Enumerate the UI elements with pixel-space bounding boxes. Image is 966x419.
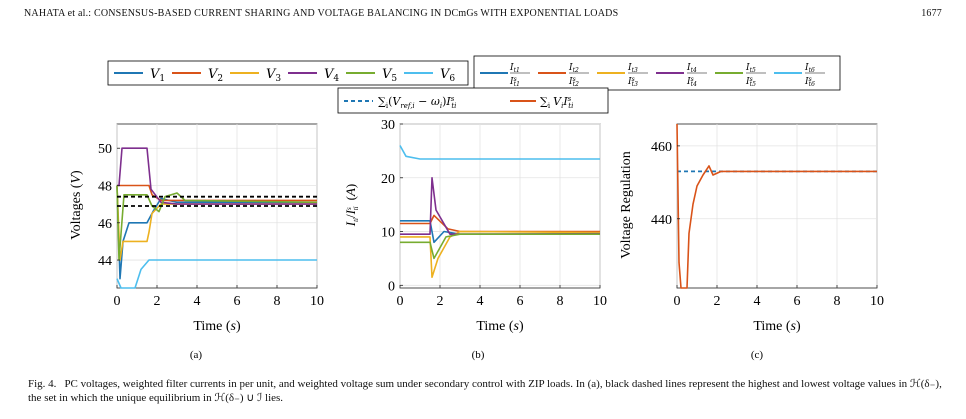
panel-label-a: (a) bbox=[190, 349, 203, 361]
ylabel-c: Voltage Regulation bbox=[619, 151, 634, 258]
legend-label-it4: It4 bbox=[686, 63, 697, 74]
tick-label-y: 48 bbox=[98, 180, 112, 195]
page-number: 1677 bbox=[921, 8, 942, 19]
series-it6-ist6 bbox=[399, 145, 600, 160]
legend-label-ref: ∑i(Vref,i − ωi)Is ti bbox=[378, 95, 456, 110]
series-it4-ist4 bbox=[400, 177, 601, 235]
tick-label-x: 0 bbox=[674, 294, 681, 309]
ylabel-b: Iti/Isti(A) bbox=[343, 184, 360, 227]
tick-label-x: 0 bbox=[114, 294, 121, 309]
tick-label-x: 6 bbox=[234, 294, 241, 309]
xlabel-c: Time (s) bbox=[753, 319, 801, 334]
tick-label-y: 50 bbox=[98, 142, 112, 157]
tick-label-y: 20 bbox=[381, 172, 395, 187]
tick-label-x: 6 bbox=[794, 294, 801, 309]
ylabel-a: Voltages (V) bbox=[69, 170, 84, 240]
series-v1 bbox=[116, 185, 317, 280]
panel-label-c: (c) bbox=[751, 349, 764, 361]
legend-label-it5: It5 bbox=[745, 63, 756, 74]
tick-label-x: 2 bbox=[714, 294, 721, 309]
legend-label-sum: ∑i ViIs ti bbox=[540, 95, 573, 110]
xlabel-a: Time (s) bbox=[193, 319, 241, 334]
plot-frame-b bbox=[399, 123, 601, 289]
tick-label-x: 10 bbox=[593, 294, 607, 309]
tick-label-y: 46 bbox=[98, 217, 112, 232]
tick-label-x: 4 bbox=[754, 294, 761, 309]
series-v2 bbox=[117, 184, 317, 202]
figure: V1 V2 V3 V4 V5 V6 It1 Is t1 It2 Is t2 It3 … bbox=[69, 55, 884, 361]
tick-label-y: 440 bbox=[651, 213, 672, 228]
tick-label-x: 8 bbox=[274, 294, 281, 309]
legend-regulation: ∑i(Vref,i − ωi)Is ti ∑i ViIs ti bbox=[337, 87, 609, 114]
tick-label-x: 0 bbox=[397, 294, 404, 309]
caption-text: PC voltages, weighted filter currents in… bbox=[28, 378, 942, 404]
tick-label-x: 8 bbox=[557, 294, 564, 309]
tick-label-x: 6 bbox=[517, 294, 524, 309]
tick-label-y: 44 bbox=[98, 254, 112, 269]
running-header: NAHATA et al.: CONSENSUS-BASED CURRENT S… bbox=[24, 8, 619, 19]
legend-label-it2: It2 bbox=[568, 63, 579, 74]
legend-label-it6: It6 bbox=[804, 63, 815, 74]
tick-label-y: 460 bbox=[651, 140, 672, 155]
tick-label-y: 10 bbox=[381, 226, 395, 241]
tick-label-x: 2 bbox=[437, 294, 444, 309]
plot-frame-c bbox=[676, 123, 878, 289]
tick-label-x: 8 bbox=[834, 294, 841, 309]
series-v4 bbox=[117, 147, 317, 205]
tick-label-x: 10 bbox=[310, 294, 324, 309]
legend-currents: It1 Is t1 It2 Is t2 It3 Is t3 It4 Is t4 It5 … bbox=[473, 55, 841, 91]
tick-label-x: 10 bbox=[870, 294, 884, 309]
figure-caption: Fig. 4. PC voltages, weighted filter curr… bbox=[28, 377, 943, 405]
series--i-vi-isti bbox=[676, 123, 877, 289]
tick-label-y: 30 bbox=[381, 118, 395, 133]
series-it3-ist3 bbox=[400, 230, 601, 279]
legend-label-it1: It1 bbox=[509, 63, 520, 74]
panel-label-b: (b) bbox=[472, 349, 485, 361]
series-it5-ist5 bbox=[400, 233, 600, 260]
tick-label-y: 0 bbox=[388, 279, 395, 294]
caption-label: Fig. 4. bbox=[28, 378, 57, 390]
series-v6 bbox=[116, 259, 317, 289]
legend-voltages: V1 V2 V3 V4 V5 V6 bbox=[107, 60, 469, 86]
chart-b: 0 2 4 6 8 10 0 10 20 30 Iti/Isti(A) Time (s) (b) bbox=[343, 118, 607, 361]
tick-label-x: 4 bbox=[477, 294, 484, 309]
chart-c: 0 2 4 6 8 10 440 460 Voltage Regulation Time (s… bbox=[619, 123, 884, 361]
legend-label-it3: It3 bbox=[627, 63, 638, 74]
tick-label-x: 2 bbox=[154, 294, 161, 309]
tick-label-x: 4 bbox=[194, 294, 201, 309]
xlabel-b: Time (s) bbox=[476, 319, 524, 334]
